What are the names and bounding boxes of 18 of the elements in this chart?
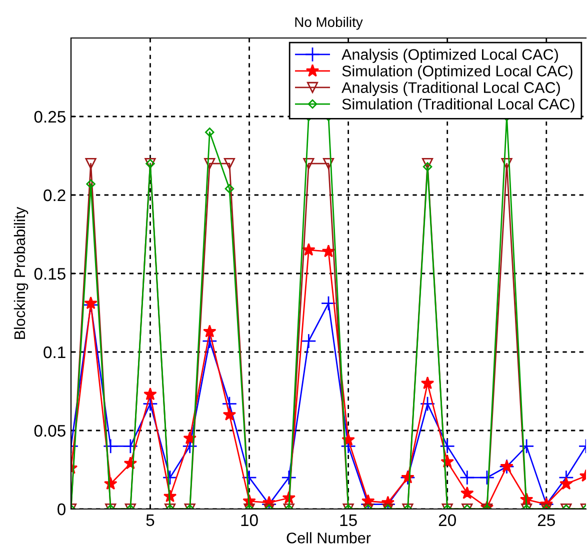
y-tick-label: 0 [58, 503, 66, 516]
y-axis-title: Blocking Probability [14, 206, 28, 339]
x-tick-label: 20 [438, 514, 456, 526]
x-tick-label: 15 [340, 514, 357, 526]
legend-label: Simulation (Traditional Local CAC) [342, 98, 574, 113]
y-tick-label: 0.25 [34, 110, 66, 123]
x-tick-label: 5 [146, 514, 154, 526]
legend-label: Simulation (Optimized Local CAC) [342, 65, 572, 80]
y-tick-label: 0.15 [34, 268, 66, 280]
y-tick-label: 0.2 [44, 189, 66, 202]
legend-label: Analysis (Optimized Local CAC) [342, 48, 558, 63]
chart-title: No Mobility [295, 16, 363, 30]
x-axis-title: Cell Number [286, 532, 371, 544]
x-tick-label: 25 [538, 514, 555, 526]
x-tick-label: 10 [241, 514, 258, 526]
y-tick-label: 0.05 [34, 424, 66, 437]
legend-label: Analysis (Traditional Local CAC) [342, 82, 560, 96]
y-tick-label: 0.1 [44, 346, 66, 358]
